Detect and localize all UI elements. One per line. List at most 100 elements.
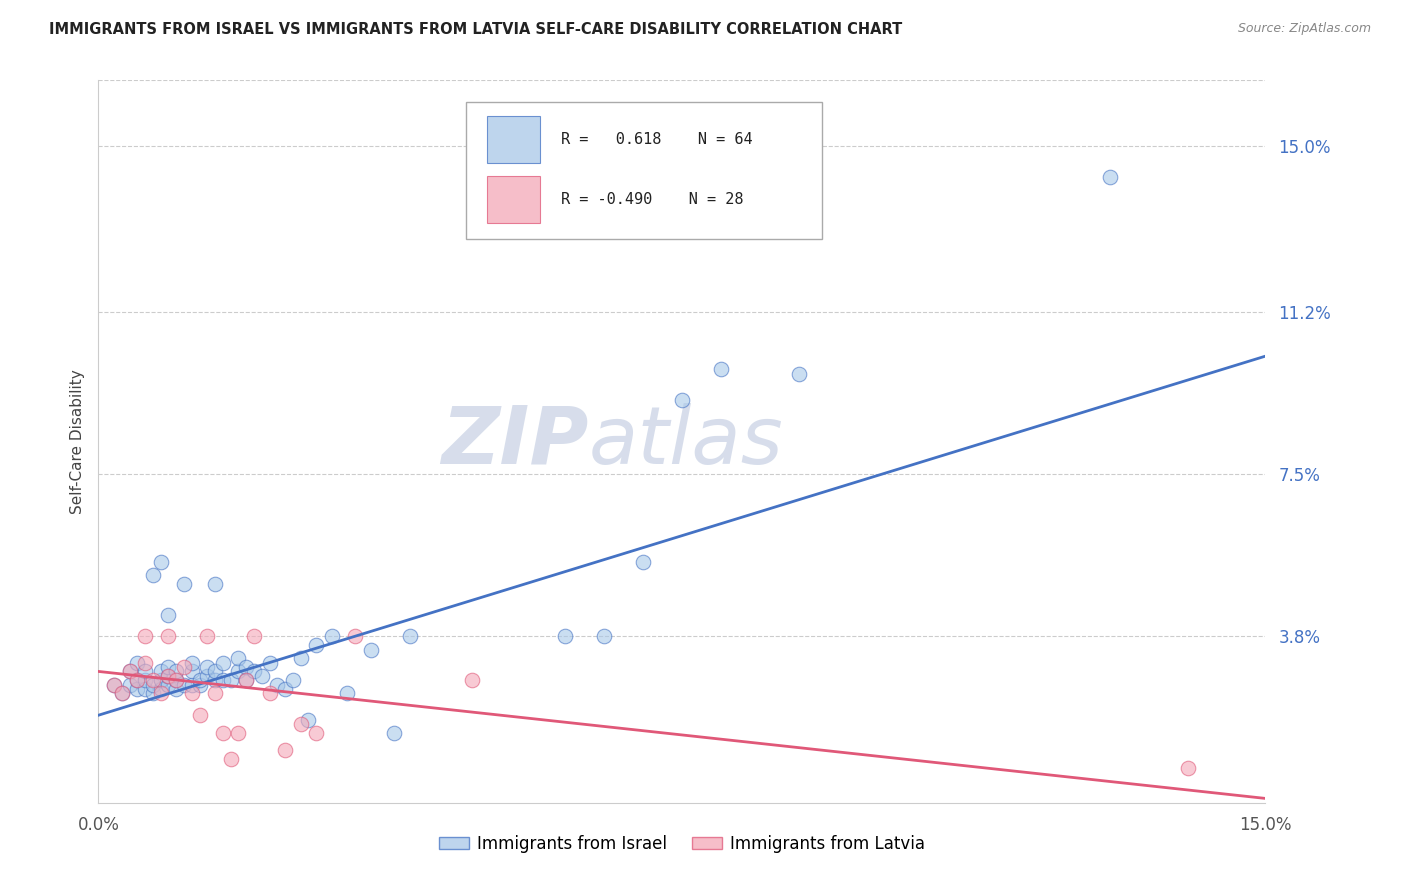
Point — [274, 681, 297, 696]
Point — [142, 686, 165, 700]
Point — [165, 665, 187, 679]
Point — [165, 673, 187, 688]
Point — [228, 725, 250, 739]
Point — [173, 577, 195, 591]
Point — [188, 677, 211, 691]
Point — [228, 651, 250, 665]
Text: R =   0.618    N = 64: R = 0.618 N = 64 — [561, 132, 752, 147]
Point — [165, 673, 187, 688]
Point — [134, 656, 156, 670]
Point — [321, 629, 343, 643]
Point — [157, 669, 180, 683]
FancyBboxPatch shape — [486, 177, 540, 223]
Point — [103, 677, 125, 691]
Point — [173, 660, 195, 674]
Point — [336, 686, 359, 700]
FancyBboxPatch shape — [486, 117, 540, 163]
Point — [111, 686, 134, 700]
Point — [219, 752, 242, 766]
Text: Source: ZipAtlas.com: Source: ZipAtlas.com — [1237, 22, 1371, 36]
Point — [180, 665, 202, 679]
Legend: Immigrants from Israel, Immigrants from Latvia: Immigrants from Israel, Immigrants from … — [432, 828, 932, 860]
Point — [134, 629, 156, 643]
Point — [134, 665, 156, 679]
Point — [204, 665, 226, 679]
Point — [157, 660, 180, 674]
Point — [235, 673, 257, 688]
Point — [195, 660, 218, 674]
Point — [266, 677, 288, 691]
Point — [195, 629, 218, 643]
Point — [259, 686, 281, 700]
Point — [204, 577, 226, 591]
Point — [127, 681, 149, 696]
Point — [290, 717, 312, 731]
Point — [149, 681, 172, 696]
Point — [173, 677, 195, 691]
Point — [142, 673, 165, 688]
Point — [118, 665, 141, 679]
Point — [259, 656, 281, 670]
Point — [344, 629, 367, 643]
Point — [398, 629, 420, 643]
Point — [142, 568, 165, 582]
Point — [787, 367, 810, 381]
Point — [180, 677, 202, 691]
Point — [157, 669, 180, 683]
Point — [157, 607, 180, 622]
Point — [290, 651, 312, 665]
Point — [297, 713, 319, 727]
Point — [305, 725, 328, 739]
Point — [671, 392, 693, 407]
Text: IMMIGRANTS FROM ISRAEL VS IMMIGRANTS FROM LATVIA SELF-CARE DISABILITY CORRELATIO: IMMIGRANTS FROM ISRAEL VS IMMIGRANTS FRO… — [49, 22, 903, 37]
Point — [212, 673, 235, 688]
Point — [235, 660, 257, 674]
Text: ZIP: ZIP — [441, 402, 589, 481]
Point — [149, 673, 172, 688]
Point — [219, 673, 242, 688]
Point — [127, 673, 149, 688]
Point — [142, 677, 165, 691]
Point — [305, 638, 328, 652]
Point — [212, 656, 235, 670]
Point — [149, 665, 172, 679]
Point — [111, 686, 134, 700]
Point — [127, 673, 149, 688]
Point — [360, 642, 382, 657]
Point — [118, 677, 141, 691]
Point — [188, 673, 211, 688]
Point — [204, 673, 226, 688]
Point — [180, 656, 202, 670]
Point — [157, 677, 180, 691]
Point — [188, 708, 211, 723]
Point — [243, 665, 266, 679]
Point — [710, 362, 733, 376]
Point — [461, 673, 484, 688]
Point — [235, 673, 257, 688]
Point — [382, 725, 405, 739]
Point — [204, 686, 226, 700]
Point — [554, 629, 576, 643]
Point — [1177, 761, 1199, 775]
Point — [149, 555, 172, 569]
Text: R = -0.490    N = 28: R = -0.490 N = 28 — [561, 193, 742, 207]
Point — [157, 629, 180, 643]
Point — [281, 673, 304, 688]
Point — [243, 629, 266, 643]
FancyBboxPatch shape — [465, 102, 823, 239]
Y-axis label: Self-Care Disability: Self-Care Disability — [69, 369, 84, 514]
Point — [195, 669, 218, 683]
Point — [134, 681, 156, 696]
Point — [212, 725, 235, 739]
Point — [593, 629, 616, 643]
Point — [250, 669, 273, 683]
Point — [165, 681, 187, 696]
Point — [103, 677, 125, 691]
Point — [118, 665, 141, 679]
Point — [127, 656, 149, 670]
Point — [274, 743, 297, 757]
Point — [1098, 169, 1121, 184]
Point — [631, 555, 654, 569]
Point — [134, 673, 156, 688]
Point — [180, 686, 202, 700]
